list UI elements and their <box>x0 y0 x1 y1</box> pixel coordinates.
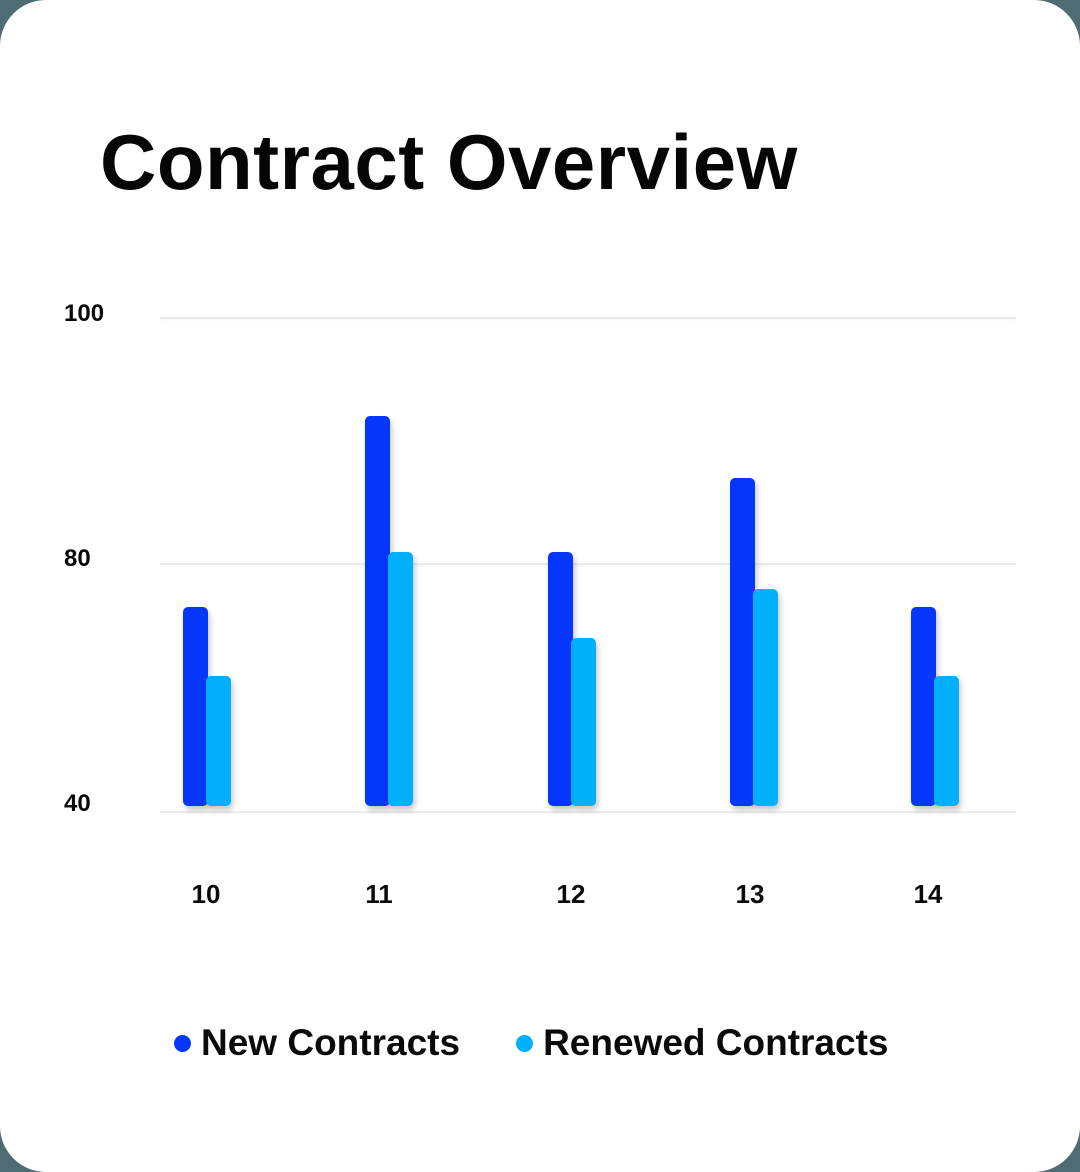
gridline-40 <box>160 811 1016 813</box>
legend-label: Renewed Contracts <box>543 1022 889 1063</box>
legend-dot-icon <box>516 1034 534 1052</box>
y-tick-label-80: 80 <box>64 545 91 572</box>
gridline-100 <box>160 317 1016 319</box>
chart-title: Contract Overview <box>100 118 798 206</box>
gridline-80 <box>160 563 1016 565</box>
legend-dot-icon <box>174 1034 191 1052</box>
bar-renewed-contracts-11[interactable] <box>388 551 413 806</box>
bar-new-contracts-11[interactable] <box>365 416 390 806</box>
x-tick-label: 11 <box>365 879 393 909</box>
bar-renewed-contracts-13[interactable] <box>753 588 778 806</box>
x-tick-label: 13 <box>735 879 765 909</box>
bar-renewed-contracts-10[interactable] <box>206 675 231 806</box>
bar-renewed-contracts-14[interactable] <box>934 675 959 806</box>
legend-item-new-contracts[interactable]: New Contracts <box>174 1022 460 1064</box>
chart-legend: New Contracts Renewed Contracts <box>174 1022 888 1064</box>
y-tick-label-100: 100 <box>64 300 105 327</box>
bar-new-contracts-10[interactable] <box>183 607 208 806</box>
bar-new-contracts-14[interactable] <box>911 607 936 806</box>
bar-new-contracts-12[interactable] <box>548 551 573 806</box>
x-tick-label: 10 <box>191 879 221 909</box>
y-tick-label-40: 40 <box>64 790 91 817</box>
bar-new-contracts-13[interactable] <box>730 477 755 806</box>
bar-renewed-contracts-12[interactable] <box>571 638 596 806</box>
legend-label: New Contracts <box>201 1022 461 1063</box>
x-tick-label: 12 <box>556 879 586 909</box>
x-tick-label: 14 <box>913 879 943 909</box>
legend-item-renewed-contracts[interactable]: Renewed Contracts <box>516 1022 888 1064</box>
